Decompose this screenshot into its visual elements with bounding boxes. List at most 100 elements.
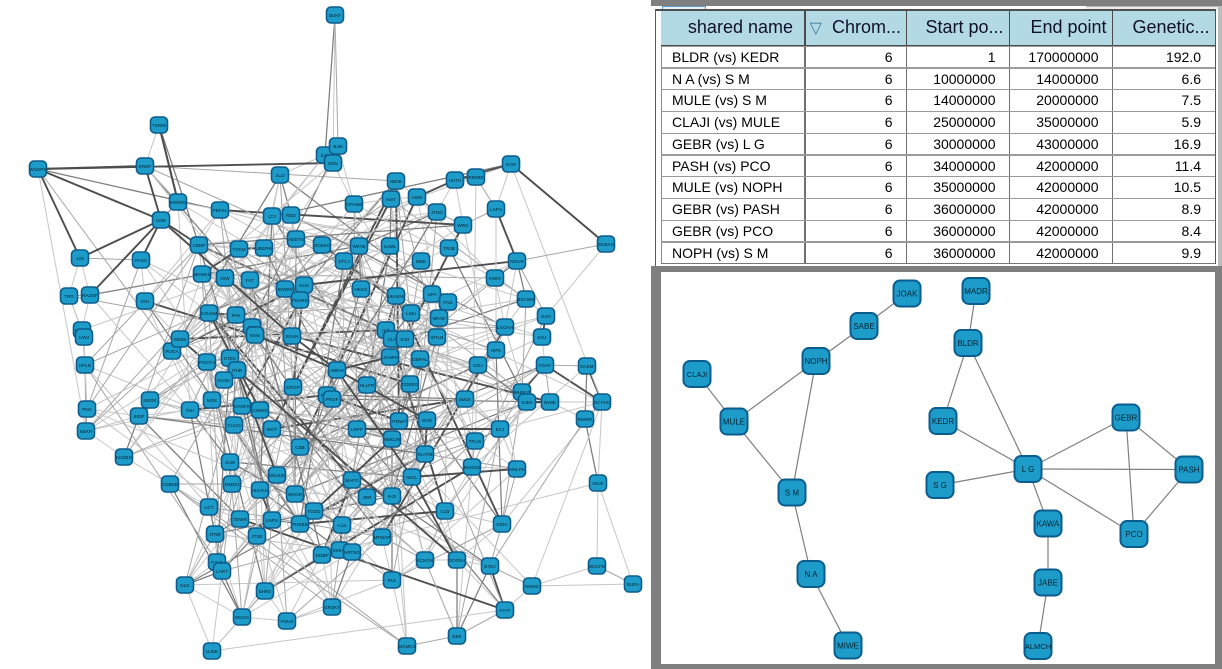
svg-text:DROP: DROP	[286, 385, 299, 390]
svg-text:JTNR: JTNR	[209, 532, 221, 537]
svg-text:WFAB: WFAB	[352, 244, 365, 249]
svg-text:TEWR: TEWR	[233, 517, 247, 522]
svg-text:BHRS: BHRS	[259, 589, 272, 594]
svg-text:KGJ: KGJ	[538, 335, 547, 340]
svg-text:WHBUT: WHBUT	[514, 390, 531, 395]
svg-text:PUGA: PUGA	[165, 349, 179, 354]
svg-text:LRPP: LRPP	[351, 427, 363, 432]
svg-text:GEBR: GEBR	[1115, 413, 1138, 422]
svg-text:UND: UND	[156, 218, 167, 223]
svg-text:N A: N A	[805, 570, 819, 579]
svg-text:KCKGN: KCKGN	[417, 558, 433, 563]
svg-text:SOAN: SOAN	[285, 334, 298, 339]
svg-text:AEETN: AEETN	[288, 237, 303, 242]
svg-text:MIWE: MIWE	[837, 641, 859, 650]
svg-text:BLDR: BLDR	[957, 339, 979, 348]
svg-text:HPLB: HPLB	[79, 363, 91, 368]
svg-text:CBNP: CBNP	[193, 243, 206, 248]
svg-text:KAWA: KAWA	[1037, 519, 1061, 528]
svg-text:GMFAL: GMFAL	[412, 357, 428, 362]
svg-text:IHD: IHD	[388, 494, 397, 499]
svg-text:RADSF: RADSF	[82, 293, 98, 298]
svg-text:JOAK: JOAK	[897, 289, 919, 298]
svg-text:FSGTU: FSGTU	[199, 360, 215, 365]
svg-text:CWWD: CWWD	[252, 408, 268, 413]
svg-text:LSFH: LSFH	[490, 207, 502, 212]
svg-text:NGUR: NGUR	[510, 259, 524, 264]
svg-text:KGKI: KGKI	[497, 522, 508, 527]
svg-text:GCPUC: GCPUC	[594, 400, 611, 405]
svg-text:MFAD: MFAD	[433, 316, 446, 321]
svg-text:UKAEW: UKAEW	[388, 294, 406, 299]
svg-text:CLA: CLA	[388, 337, 398, 342]
svg-text:UEERW: UEERW	[255, 246, 273, 251]
svg-text:SJEK: SJEK	[521, 400, 533, 405]
svg-text:LNPU: LNPU	[266, 518, 278, 523]
svg-text:FGAF: FGAF	[539, 363, 551, 368]
svg-text:AJJL: AJJL	[337, 523, 348, 528]
svg-text:EEK: EEK	[452, 634, 462, 639]
svg-text:FAT: FAT	[246, 278, 254, 283]
svg-text:KCEBO: KCEBO	[116, 455, 133, 460]
svg-text:HRTSO: HRTSO	[344, 550, 360, 555]
svg-text:UPA: UPA	[427, 292, 437, 297]
svg-text:SAO: SAO	[541, 314, 551, 319]
svg-text:BJM: BJM	[333, 144, 342, 149]
svg-text:ETEJ: ETEJ	[484, 564, 495, 569]
svg-text:HKKG: HKKG	[354, 287, 367, 292]
svg-text:MTWAP: MTWAP	[374, 535, 391, 540]
svg-text:ITMWT: ITMWT	[391, 419, 406, 424]
svg-text:PLK: PLK	[388, 578, 398, 583]
svg-text:BUKF: BUKF	[329, 13, 341, 18]
svg-text:TAH: TAH	[186, 408, 195, 413]
svg-text:RUKNO: RUKNO	[464, 465, 481, 470]
svg-text:LART: LART	[216, 569, 228, 574]
svg-text:CBB: CBB	[295, 445, 304, 450]
svg-text:FHEBB: FHEBB	[292, 522, 307, 527]
svg-text:WAOR: WAOR	[288, 492, 303, 497]
svg-text:MAFO: MAFO	[345, 478, 359, 483]
svg-text:UWJ: UWJ	[79, 335, 89, 340]
svg-text:JTSE: JTSE	[251, 534, 262, 539]
svg-text:CLB: CLB	[441, 509, 450, 514]
svg-text:ERRDG: ERRDG	[170, 200, 187, 205]
svg-text:DAEM: DAEM	[580, 364, 593, 369]
svg-text:PNA: PNA	[82, 407, 92, 412]
svg-text:HUTH: HUTH	[449, 178, 462, 183]
svg-text:UGHPK: UGHPK	[382, 355, 399, 360]
svg-text:BUPA: BUPA	[627, 582, 640, 587]
svg-text:ONUUD: ONUUD	[269, 473, 287, 478]
svg-text:KEDR: KEDR	[932, 417, 954, 426]
svg-text:KBKR: KBKR	[80, 429, 93, 434]
svg-text:PCO: PCO	[1125, 530, 1142, 539]
svg-text:PBFSL: PBFSL	[213, 208, 228, 213]
svg-text:TRG: TRG	[64, 294, 74, 299]
svg-text:HLLFR: HLLFR	[360, 383, 375, 388]
svg-text:GOOSA: GOOSA	[449, 558, 467, 563]
svg-text:PAK: PAK	[232, 313, 242, 318]
svg-text:MDE: MDE	[416, 259, 426, 264]
svg-text:TFLIS: TFLIS	[469, 439, 482, 444]
svg-text:KOS: KOS	[506, 162, 516, 167]
svg-text:PROF: PROF	[326, 397, 339, 402]
svg-text:RMWR: RMWR	[578, 417, 593, 422]
svg-text:NOPH: NOPH	[804, 357, 827, 366]
svg-text:NLG: NLG	[180, 583, 190, 588]
svg-text:ECJ: ECJ	[496, 427, 505, 432]
svg-text:RRMDI: RRMDI	[468, 175, 483, 180]
svg-text:WTLB: WTLB	[431, 335, 444, 340]
svg-text:CLAJI: CLAJI	[687, 370, 707, 379]
svg-text:OIW: OIW	[220, 276, 230, 281]
svg-text:GASU: GASU	[217, 378, 230, 383]
svg-text:EJN: EJN	[321, 153, 330, 158]
svg-text:WRG: WRG	[457, 223, 469, 228]
svg-text:IGH: IGH	[141, 299, 149, 304]
svg-text:RED: RED	[286, 213, 296, 218]
svg-text:CPANW: CPANW	[346, 202, 363, 207]
svg-text:UCT: UCT	[204, 505, 214, 510]
svg-text:KTAT: KTAT	[499, 608, 510, 613]
svg-text:HUUAO: HUUAO	[252, 488, 269, 493]
svg-text:GHG: GHG	[422, 418, 433, 423]
svg-text:KEN: KEN	[328, 161, 337, 166]
svg-text:WMDI: WMDI	[174, 337, 187, 342]
